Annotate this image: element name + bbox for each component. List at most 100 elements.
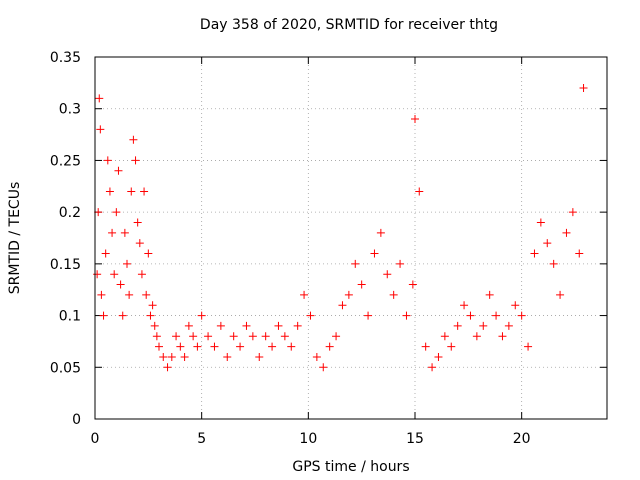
data-point <box>338 301 347 310</box>
data-point <box>150 321 159 330</box>
data-point <box>261 332 270 341</box>
data-point <box>408 280 417 289</box>
y-tick-label: 0.3 <box>59 102 81 118</box>
data-points <box>93 84 588 372</box>
data-point <box>125 290 134 299</box>
data-point <box>96 125 105 134</box>
data-point <box>97 290 106 299</box>
data-point <box>344 290 353 299</box>
data-point <box>421 342 430 351</box>
data-point <box>453 321 462 330</box>
data-point <box>466 311 475 320</box>
data-point <box>114 166 123 175</box>
data-point <box>148 301 157 310</box>
y-tick-label: 0 <box>72 412 81 428</box>
data-point <box>223 352 232 361</box>
data-point <box>389 290 398 299</box>
data-point <box>517 311 526 320</box>
data-point <box>319 363 328 372</box>
data-point <box>568 208 577 217</box>
data-point <box>133 218 142 227</box>
data-point <box>524 342 533 351</box>
data-point <box>556 290 565 299</box>
data-point <box>146 311 155 320</box>
data-point <box>242 321 251 330</box>
data-point <box>197 311 206 320</box>
data-point <box>543 239 552 248</box>
y-tick-label: 0.15 <box>50 257 81 273</box>
data-point <box>120 228 129 237</box>
data-point <box>511 301 520 310</box>
y-tick-labels: 0 0.05 0.1 0.15 0.2 0.25 0.3 0.35 <box>50 50 81 428</box>
data-point <box>118 311 127 320</box>
y-tick-label: 0.05 <box>50 360 81 376</box>
data-point <box>351 259 360 268</box>
data-point <box>370 249 379 258</box>
data-point <box>479 321 488 330</box>
x-tick-label: 10 <box>299 431 317 447</box>
grid-lines <box>95 57 607 419</box>
data-point <box>364 311 373 320</box>
x-tick-label: 20 <box>513 431 531 447</box>
data-point <box>428 363 437 372</box>
data-point <box>101 249 110 258</box>
data-point <box>280 332 289 341</box>
data-point <box>268 342 277 351</box>
data-point <box>94 208 103 217</box>
data-point <box>180 352 189 361</box>
data-point <box>95 94 104 103</box>
data-point <box>498 332 507 341</box>
data-point <box>415 187 424 196</box>
y-tick-label: 0.35 <box>50 50 81 66</box>
data-point <box>105 187 114 196</box>
data-point <box>129 135 138 144</box>
x-axis-label: GPS time / hours <box>292 459 409 475</box>
data-point <box>536 218 545 227</box>
data-point <box>108 228 117 237</box>
data-point <box>135 239 144 248</box>
data-point <box>155 342 163 351</box>
data-point <box>167 352 176 361</box>
data-point <box>248 332 257 341</box>
data-point <box>306 311 315 320</box>
data-point <box>575 249 584 258</box>
data-point <box>255 352 264 361</box>
plot-frame <box>94 56 608 420</box>
data-point <box>216 321 225 330</box>
data-point <box>93 270 102 279</box>
data-point <box>411 115 419 124</box>
data-point <box>447 342 456 351</box>
data-point <box>460 301 469 310</box>
data-point <box>300 290 309 299</box>
data-point <box>116 280 125 289</box>
data-point <box>492 311 501 320</box>
data-point <box>137 270 146 279</box>
data-point <box>485 290 494 299</box>
data-point <box>99 311 108 320</box>
data-point <box>325 342 334 351</box>
data-point <box>127 187 136 196</box>
y-tick-label: 0.2 <box>59 205 81 221</box>
data-point <box>530 249 539 258</box>
data-point <box>287 342 296 351</box>
y-tick-label: 0.1 <box>59 309 81 325</box>
data-point <box>236 342 245 351</box>
data-point <box>402 311 411 320</box>
chart-title: Day 358 of 2020, SRMTID for receiver tht… <box>200 17 498 33</box>
data-point <box>312 352 321 361</box>
data-point <box>579 84 588 93</box>
data-point <box>144 249 153 258</box>
data-point <box>376 228 385 237</box>
data-point <box>440 332 449 341</box>
y-axis-label: SRMTID / TECUs <box>7 182 23 295</box>
data-point <box>434 352 443 361</box>
data-point <box>131 156 140 165</box>
data-point <box>103 156 112 165</box>
x-tick-labels: 0 5 10 15 20 <box>91 431 531 447</box>
x-tick-label: 5 <box>197 431 206 447</box>
data-point <box>383 270 392 279</box>
data-point <box>332 332 341 341</box>
data-point <box>123 259 131 268</box>
data-point <box>210 342 219 351</box>
